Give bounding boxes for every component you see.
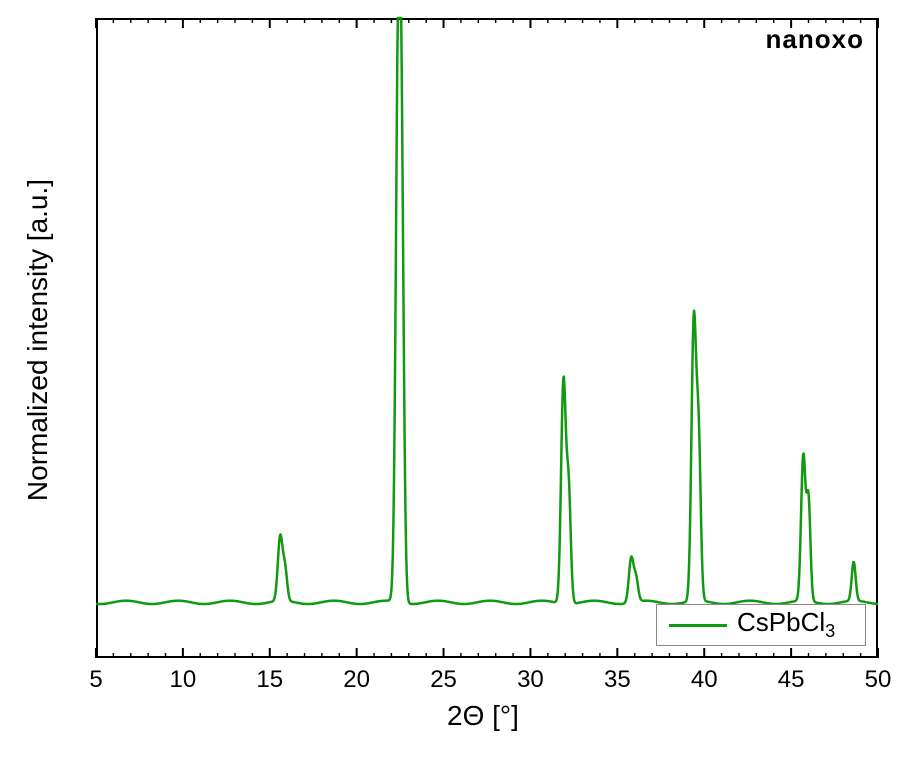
x-tick-label: 25 — [430, 666, 457, 694]
x-tick-label: 15 — [256, 666, 283, 694]
plot-svg — [0, 0, 900, 767]
x-tick-label: 20 — [343, 666, 370, 694]
x-tick-label: 30 — [517, 666, 544, 694]
x-tick-label: 50 — [865, 666, 892, 694]
y-axis-label: Normalized intensity [a.u.] — [22, 20, 54, 660]
x-tick-label: 10 — [170, 666, 197, 694]
legend: CsPbCl3 — [656, 604, 866, 646]
x-tick-label: 5 — [89, 666, 102, 694]
brand-logo: nanoxo — [766, 24, 864, 55]
xrd-figure: nanoxo Normalized intensity [a.u.] 2Θ [°… — [0, 0, 900, 767]
x-tick-label: 40 — [691, 666, 718, 694]
legend-line-sample — [669, 624, 727, 627]
x-axis-label: 2Θ [°] — [447, 700, 519, 732]
legend-label: CsPbCl3 — [737, 607, 835, 642]
x-tick-label: 35 — [604, 666, 631, 694]
xrd-trace — [96, 18, 878, 604]
x-tick-label: 45 — [778, 666, 805, 694]
